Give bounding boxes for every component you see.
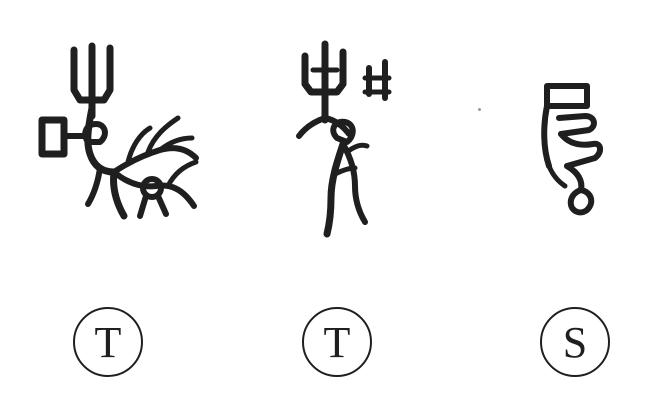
label-text-1: T [94, 318, 122, 367]
circled-label-3: S [540, 307, 610, 377]
paper-speck [478, 108, 481, 111]
ancient-glyph-2 [285, 34, 405, 239]
ancient-glyph-1 [28, 38, 213, 223]
ancient-glyph-3 [525, 72, 620, 222]
label-text-2: T [323, 318, 351, 367]
circled-label-2: T [302, 307, 372, 377]
label-text-3: S [562, 318, 588, 367]
circled-label-1: T [73, 307, 143, 377]
